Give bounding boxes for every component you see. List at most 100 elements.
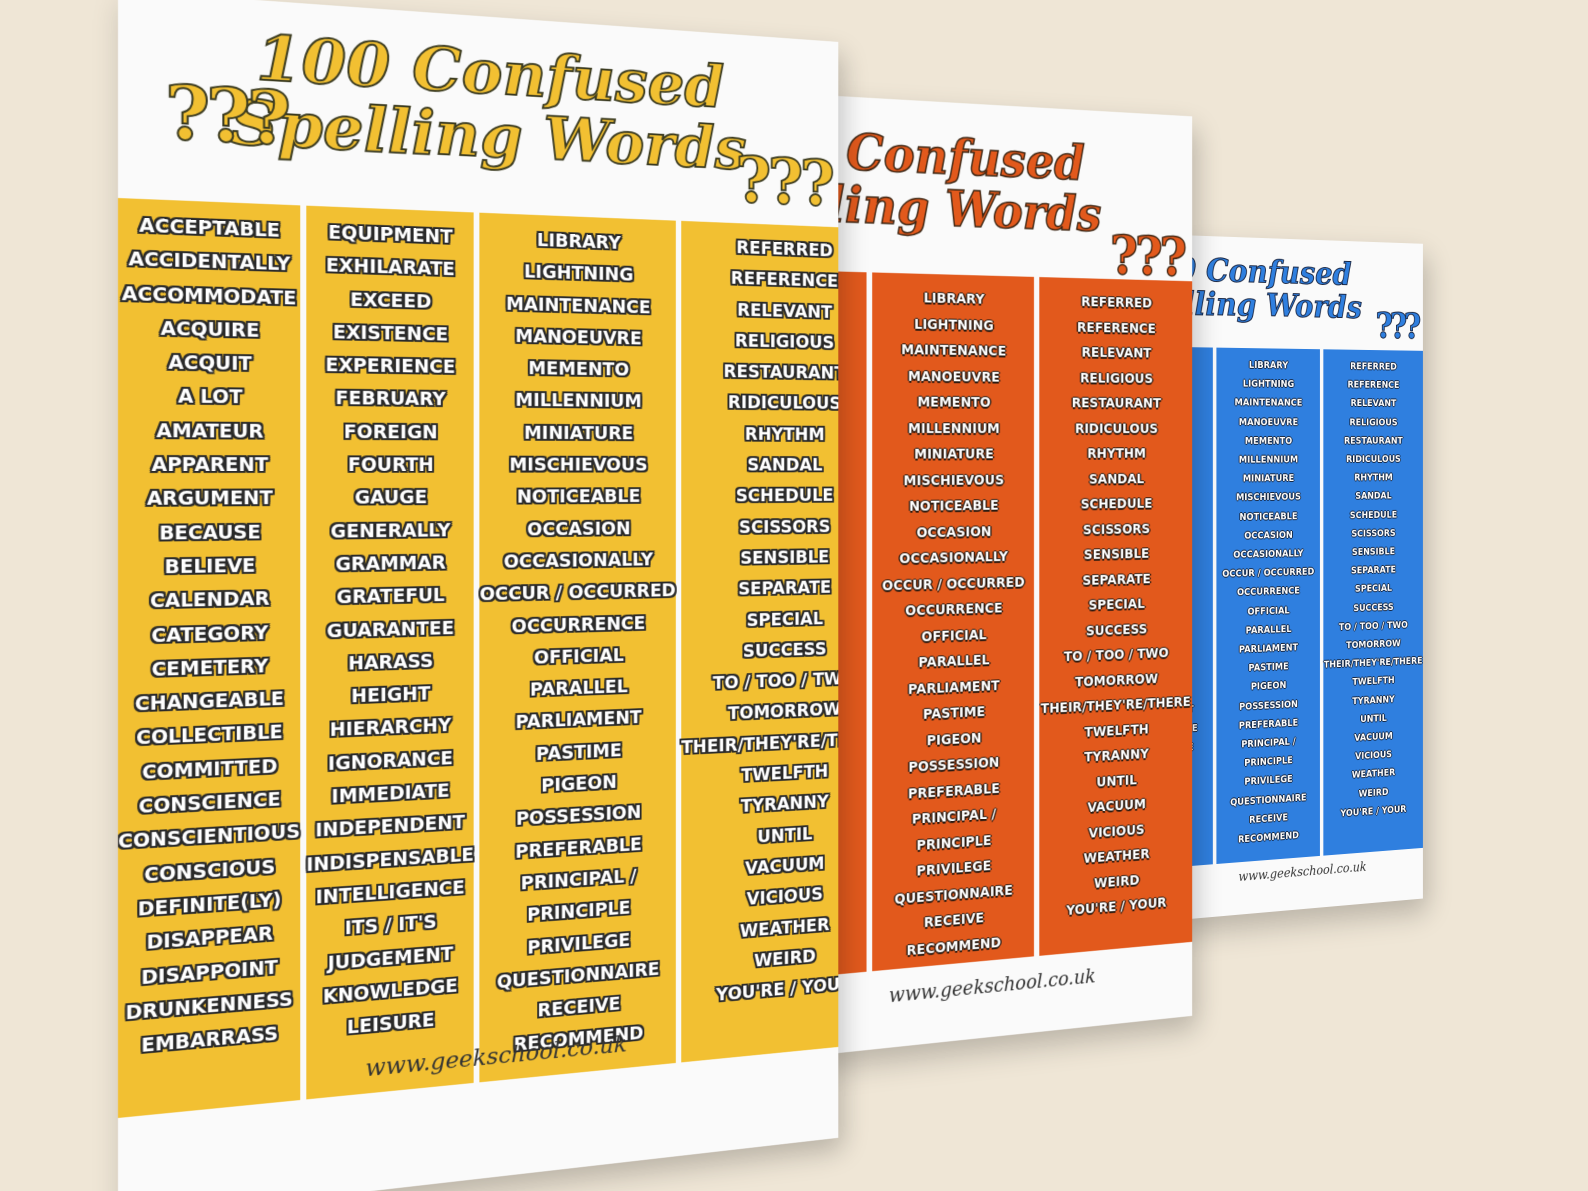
spelling-word: TWELFTH xyxy=(741,756,828,791)
spelling-word: NOTICEABLE xyxy=(517,481,641,514)
spelling-word: SENSIBLE xyxy=(1084,542,1149,569)
spelling-word: PARALLEL xyxy=(530,671,628,706)
poster-title: 00 Confused pelling Words xyxy=(1178,251,1390,325)
spelling-word: NOTICEABLE xyxy=(909,493,999,520)
spelling-word: LIBRARY xyxy=(924,286,985,313)
spelling-word: TOMORROW xyxy=(1346,635,1401,656)
spelling-word: RHYTHM xyxy=(1087,442,1146,467)
poster-yellow: 100 Confused Spelling Words ??? ??? ACCE… xyxy=(118,0,838,1191)
spelling-word: SUCCESS xyxy=(1353,598,1393,618)
spelling-word: REFERRED xyxy=(1350,357,1397,376)
spelling-word: THEIR/THEY'RE/THERE xyxy=(1041,690,1191,722)
spelling-word: SANDAL xyxy=(1355,487,1391,506)
spelling-word: SCHEDULE xyxy=(736,481,834,512)
spelling-word: VACUUM xyxy=(1354,727,1392,748)
spelling-word: OFFICIAL xyxy=(1247,601,1289,621)
spelling-word: WEATHER xyxy=(1352,764,1395,785)
spelling-word: OCCASION xyxy=(916,519,991,546)
spelling-word: SEPARATE xyxy=(1082,567,1150,594)
spelling-word: A LOT xyxy=(178,380,242,414)
spelling-word: MAINTENANCE xyxy=(901,337,1006,364)
spelling-word: MAINTENANCE xyxy=(506,288,651,324)
spelling-word: REFERENCE xyxy=(1347,376,1399,395)
spelling-word: LEISURE xyxy=(347,1004,434,1045)
spelling-word: SPECIAL xyxy=(1089,592,1145,619)
spelling-word: ACCEPTABLE xyxy=(139,209,280,248)
spelling-word: MISCHIEVOUS xyxy=(509,449,647,481)
spelling-word: MAINTENANCE xyxy=(1235,394,1303,413)
spelling-word: EQUIPMENT xyxy=(328,216,452,253)
spelling-word: VICIOUS xyxy=(1355,746,1392,767)
spelling-word: WEIRD xyxy=(1094,868,1139,897)
word-columns: ACCEPTABLE ACCIDENTALLY ACCOMMODATE ACQUIRE… xyxy=(118,198,838,1118)
spelling-word: UNTIL xyxy=(757,818,812,852)
spelling-word: TWELFTH xyxy=(1085,717,1149,746)
spelling-word: SENSIBLE xyxy=(1352,543,1395,562)
spelling-word: RELIGIOUS xyxy=(1080,366,1153,392)
spelling-word: BELIEVE xyxy=(165,549,256,584)
spelling-word: MINIATURE xyxy=(524,417,634,449)
spelling-word: MEMENTO xyxy=(1245,432,1292,451)
spelling-word: HEIGHT xyxy=(351,678,430,714)
spelling-word: PARLIAMENT xyxy=(515,702,641,739)
poster-orange: 0 Confused elling Words ??? UIPMENTHILAR… xyxy=(820,95,1192,1055)
spelling-word: RESTAURANT xyxy=(1344,432,1403,451)
spelling-word: LIGHTNING xyxy=(914,311,994,338)
spelling-word: FOREIGN xyxy=(344,416,438,449)
spelling-word: SEPARATE xyxy=(1351,561,1396,581)
spelling-word: UNTIL xyxy=(1360,709,1387,729)
spelling-word: REFERRED xyxy=(1081,290,1152,317)
spelling-word: PARALLEL xyxy=(918,648,989,677)
word-column: REFERRED REFERENCE RELEVANT RELIGIOUS RESTAU… xyxy=(1323,349,1423,855)
spelling-word: PARALLEL xyxy=(1246,620,1292,641)
spelling-word: SPECIAL xyxy=(1355,580,1392,600)
spelling-word: TYRANNY xyxy=(1352,690,1395,711)
spelling-word: TOMORROW xyxy=(728,694,838,730)
spelling-word: OCCURRENCE xyxy=(905,596,1002,625)
spelling-word: GUARANTEE xyxy=(327,612,454,648)
word-column: LIBRARY LIGHTNING MAINTENANCE MANOEUVRE MEME… xyxy=(872,272,1034,971)
word-column: LIBRARY LIGHTNING MAINTENANCE MANOEUVRE MEME… xyxy=(480,213,676,1083)
spelling-word: TOMORROW xyxy=(1075,666,1158,695)
spelling-word: MILLENNIUM xyxy=(1239,451,1298,470)
spelling-word: MILLENNIUM xyxy=(908,416,1000,442)
spelling-word: LIGHTNING xyxy=(1243,375,1294,394)
spelling-word: MANOEUVRE xyxy=(515,320,641,355)
spelling-word: EXPERIENCE xyxy=(325,349,455,384)
spelling-word: OCCASIONALLY xyxy=(899,544,1008,572)
spelling-word: TYRANNY xyxy=(1084,742,1149,771)
spelling-word: HIERARCHY xyxy=(330,710,452,748)
spelling-word: REFERENCE xyxy=(1077,315,1156,342)
spelling-word: EXISTENCE xyxy=(333,316,448,351)
spelling-word: SCHEDULE xyxy=(1350,506,1397,525)
spelling-word: CATEGORY xyxy=(151,616,268,653)
spelling-word: GRAMMAR xyxy=(335,547,445,582)
spelling-word: CALENDAR xyxy=(150,583,269,619)
spelling-word: OCCUR / OCCURRED xyxy=(480,575,676,611)
spelling-word: RELIGIOUS xyxy=(735,325,834,358)
spelling-word: TYRANNY xyxy=(741,787,829,823)
spelling-word: REFERENCE xyxy=(731,263,838,297)
spelling-word: CEMETERY xyxy=(151,650,268,687)
word-column: EQUIPMENT EXHILARATE EXCEED EXISTENCE EXPERI… xyxy=(306,206,474,1100)
spelling-word: RIDICULOUS xyxy=(1075,416,1158,441)
word-column: ACCEPTABLE ACCIDENTALLY ACCOMMODATE ACQUIRE… xyxy=(118,198,300,1118)
spelling-word: REFERRED xyxy=(736,232,833,266)
spelling-word: PASTIME xyxy=(1248,658,1288,679)
question-marks-left-icon: ??? xyxy=(165,71,287,162)
spelling-word: SCISSORS xyxy=(1083,517,1150,543)
spelling-word: NOTICEABLE xyxy=(1239,507,1297,527)
spelling-word: APPARENT xyxy=(151,448,268,482)
poster-title: 0 Confused elling Words xyxy=(820,119,1158,241)
spelling-word: YOU'RE / YOUR xyxy=(1340,800,1406,823)
spelling-word: WEATHER xyxy=(1084,842,1150,872)
spelling-word: SENSIBLE xyxy=(740,542,829,574)
spelling-word: SPECIAL xyxy=(746,603,823,636)
spelling-word: RESTAURANT xyxy=(724,356,839,389)
spelling-word: GAUGE xyxy=(355,482,428,515)
spelling-word: YOU'RE / YOUR xyxy=(1066,891,1166,925)
spelling-word: RELEVANT xyxy=(737,294,832,327)
spelling-word: SANDAL xyxy=(747,450,822,481)
word-column: LIBRARY LIGHTNING MAINTENANCE MANOEUVRE MEME… xyxy=(1216,348,1320,864)
